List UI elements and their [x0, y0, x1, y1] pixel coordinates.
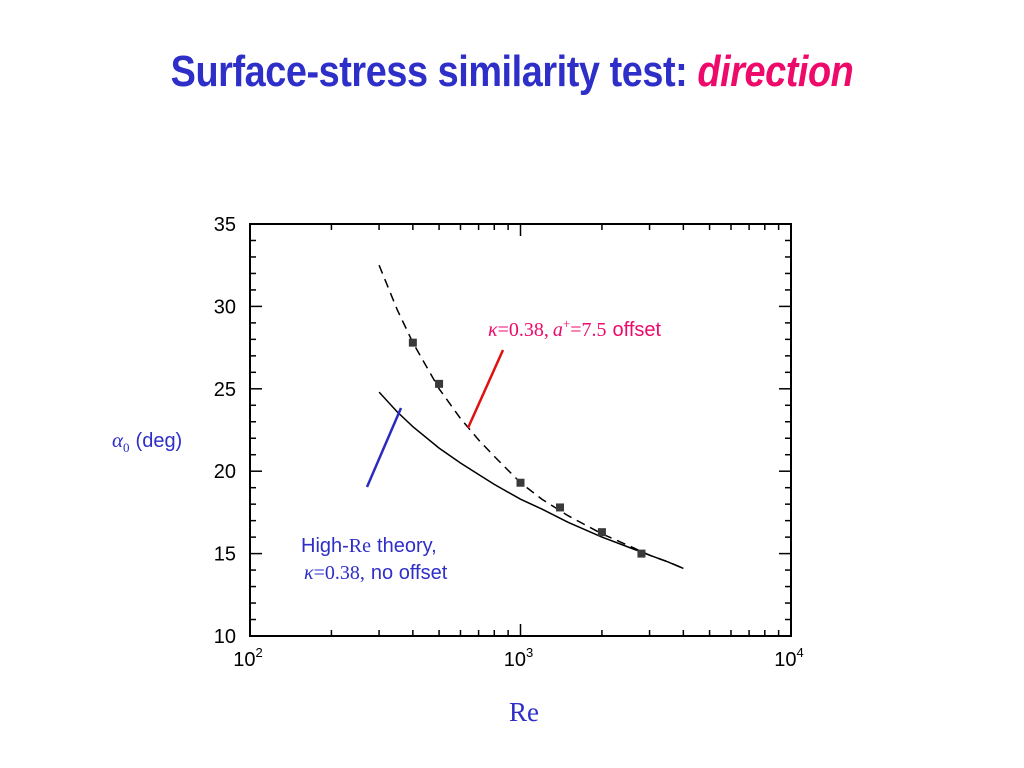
- offset-curve: [378, 264, 684, 570]
- no-offset-pointer-line: [365, 407, 403, 488]
- axis-ticks: [249, 223, 791, 637]
- x-tick-exponent: 4: [797, 645, 804, 660]
- x-tick-base: 10: [233, 649, 255, 671]
- x-axis-label: Re: [509, 697, 539, 727]
- data-marker: [556, 503, 565, 512]
- data-marker: [637, 549, 646, 558]
- theory-annotation-line2: κ=0.38, no offset: [304, 562, 448, 584]
- data-marker: [408, 338, 417, 347]
- y-axis-label: α0 (deg): [112, 428, 182, 455]
- a-superscript: +: [563, 316, 570, 331]
- y-tick-label: 35: [214, 214, 236, 236]
- x-tick-labels: 102 103 104: [233, 645, 803, 671]
- x-tick-exponent: 3: [526, 645, 533, 660]
- theory-annotation-line1: High-Re theory,: [301, 535, 437, 557]
- data-marker: [516, 478, 525, 487]
- high-label: High-: [301, 535, 349, 557]
- alpha-subscript: 0: [123, 440, 130, 455]
- offset-label: offset: [613, 319, 662, 341]
- a-value: =7.5: [570, 319, 606, 341]
- title-main: Surface-stress similarity test:: [170, 47, 688, 96]
- x-tick-base: 10: [504, 649, 526, 671]
- y-tick-label: 15: [214, 544, 236, 566]
- offset-annotation: κ=0.38, a+=7.5 offset: [488, 316, 662, 341]
- x-tick-label: 103: [504, 645, 533, 671]
- x-tick-label: 102: [233, 645, 262, 671]
- title-highlight: direction: [697, 47, 854, 96]
- x-tick-base: 10: [774, 649, 796, 671]
- series-group: [378, 264, 684, 570]
- x-tick-label: 104: [774, 645, 803, 671]
- kappa-value-2: =0.38,: [314, 562, 365, 584]
- kappa-symbol: κ: [488, 319, 498, 341]
- y-tick-labels: 10 15 20 25 30 35: [214, 214, 236, 648]
- y-tick-label: 10: [214, 626, 236, 648]
- re-label: Re: [349, 535, 371, 557]
- a-symbol: a: [553, 319, 563, 341]
- x-tick-exponent: 2: [256, 645, 263, 660]
- y-tick-label: 25: [214, 379, 236, 401]
- theory-label: theory,: [377, 535, 437, 557]
- y-axis-unit: (deg): [136, 430, 183, 452]
- y-tick-label: 20: [214, 461, 236, 483]
- offset-pointer-line: [466, 349, 505, 429]
- data-marker: [597, 528, 606, 537]
- alpha-symbol: α: [112, 428, 124, 452]
- no-offset-label: no offset: [371, 562, 448, 584]
- data-marker: [435, 379, 444, 388]
- kappa-value: =0.38,: [498, 319, 549, 341]
- y-tick-label: 30: [214, 296, 236, 318]
- slide-title: Surface-stress similarity test: directio…: [72, 44, 953, 100]
- kappa-symbol-2: κ: [304, 562, 314, 584]
